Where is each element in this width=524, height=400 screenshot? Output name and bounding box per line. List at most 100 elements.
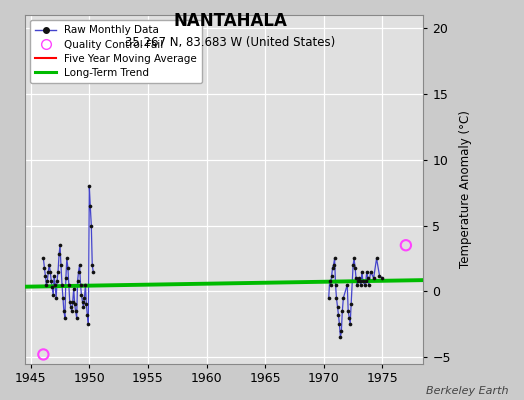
Point — [332, 295, 341, 301]
Point — [345, 314, 353, 321]
Point — [78, 299, 86, 305]
Text: NANTAHALA: NANTAHALA — [173, 12, 288, 30]
Point — [75, 262, 84, 268]
Point — [59, 295, 67, 301]
Point — [337, 328, 346, 334]
Point — [82, 301, 91, 308]
Point — [338, 308, 346, 314]
Point — [334, 312, 343, 318]
Point — [352, 275, 360, 281]
Point — [70, 301, 79, 308]
Point — [46, 268, 54, 275]
Point — [48, 284, 57, 290]
Point — [351, 264, 359, 271]
Point — [336, 334, 345, 340]
Point — [366, 268, 375, 275]
Point — [369, 275, 378, 281]
Point — [60, 308, 68, 314]
Point — [339, 295, 347, 301]
Point — [73, 278, 82, 284]
Point — [355, 275, 363, 281]
Legend: Raw Monthly Data, Quality Control Fail, Five Year Moving Average, Long-Term Tren: Raw Monthly Data, Quality Control Fail, … — [30, 20, 202, 83]
Text: Berkeley Earth: Berkeley Earth — [426, 386, 508, 396]
Point — [66, 299, 74, 305]
Point — [77, 282, 85, 288]
Point — [58, 282, 66, 288]
Point — [51, 282, 59, 288]
Point — [69, 299, 77, 305]
Point — [71, 308, 80, 314]
Point — [67, 304, 75, 310]
Point — [353, 282, 361, 288]
Point — [49, 292, 58, 298]
Point — [354, 278, 362, 284]
Point — [68, 308, 76, 314]
Point — [72, 314, 81, 321]
Point — [363, 268, 371, 275]
Point — [326, 282, 335, 288]
Point — [331, 255, 339, 262]
Point — [378, 275, 387, 281]
Point — [45, 262, 53, 268]
Point — [70, 286, 78, 292]
Point — [55, 251, 63, 258]
Point — [77, 292, 85, 298]
Point — [84, 321, 93, 327]
Point — [54, 268, 62, 275]
Point — [343, 282, 352, 288]
Point — [350, 255, 358, 262]
Point — [89, 268, 97, 275]
Point — [333, 304, 342, 310]
Text: 35.267 N, 83.683 W (United States): 35.267 N, 83.683 W (United States) — [125, 36, 336, 49]
Point — [85, 183, 93, 189]
Point — [325, 278, 334, 284]
Point — [349, 262, 357, 268]
Point — [42, 282, 50, 288]
Point — [64, 282, 73, 288]
Point — [362, 278, 370, 284]
Point — [347, 301, 355, 308]
Point — [358, 278, 367, 284]
Point — [39, 351, 48, 358]
Point — [86, 202, 94, 209]
Point — [74, 268, 83, 275]
Point — [47, 278, 56, 284]
Point — [39, 255, 48, 262]
Point — [80, 295, 89, 301]
Point — [83, 312, 92, 318]
Point — [53, 278, 61, 284]
Point — [61, 314, 69, 321]
Point — [40, 264, 49, 271]
Point — [357, 282, 365, 288]
Point — [335, 321, 344, 327]
Point — [331, 282, 340, 288]
Point — [324, 295, 333, 301]
Point — [56, 242, 64, 248]
Point — [43, 278, 51, 284]
Point — [79, 304, 88, 310]
Point — [57, 262, 65, 268]
Point — [344, 308, 352, 314]
Point — [62, 275, 70, 281]
Point — [375, 272, 384, 279]
Point — [87, 222, 95, 229]
Point — [356, 278, 364, 284]
Point — [329, 264, 337, 271]
Point — [330, 262, 338, 268]
Point — [44, 268, 52, 275]
Point — [63, 255, 71, 262]
Point — [88, 262, 96, 268]
Point — [364, 275, 372, 281]
Point — [41, 272, 50, 279]
Point — [358, 268, 366, 275]
Point — [402, 242, 410, 248]
Point — [50, 272, 58, 279]
Point — [373, 255, 381, 262]
Point — [328, 272, 336, 279]
Point — [361, 282, 369, 288]
Y-axis label: Temperature Anomaly (°C): Temperature Anomaly (°C) — [460, 110, 472, 268]
Point — [52, 295, 60, 301]
Point — [64, 264, 72, 271]
Point — [365, 282, 373, 288]
Point — [346, 321, 354, 327]
